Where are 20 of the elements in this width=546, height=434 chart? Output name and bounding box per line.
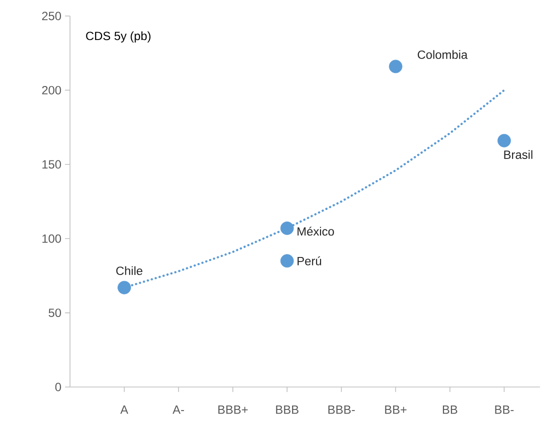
y-tick-label: 50 bbox=[48, 308, 62, 318]
y-tick-label: 150 bbox=[42, 160, 62, 169]
x-tick-label: BBB bbox=[276, 406, 298, 414]
x-tick-label: A bbox=[120, 406, 128, 414]
y-tick-label: 200 bbox=[42, 86, 62, 94]
series-label: Chile bbox=[116, 266, 142, 276]
x-tick-label: A- bbox=[172, 406, 184, 414]
x-tick-label: BB- bbox=[495, 406, 514, 414]
series-label: Brasil bbox=[504, 150, 532, 159]
series-label: México bbox=[298, 226, 334, 236]
series-label: Perú bbox=[298, 256, 322, 266]
y-tick-label: 100 bbox=[42, 234, 62, 243]
y-tick-label: 0 bbox=[55, 382, 62, 392]
x-tick-label: BB bbox=[442, 406, 458, 414]
x-tick-label: BB+ bbox=[385, 406, 407, 414]
x-tick-label: BBB+ bbox=[218, 406, 248, 414]
y-tick-label: 250 bbox=[42, 12, 62, 20]
series-label: Colombia bbox=[418, 50, 468, 59]
x-tick-label: BBB- bbox=[328, 406, 355, 414]
text: CDS 5y (pb) bbox=[86, 31, 150, 43]
